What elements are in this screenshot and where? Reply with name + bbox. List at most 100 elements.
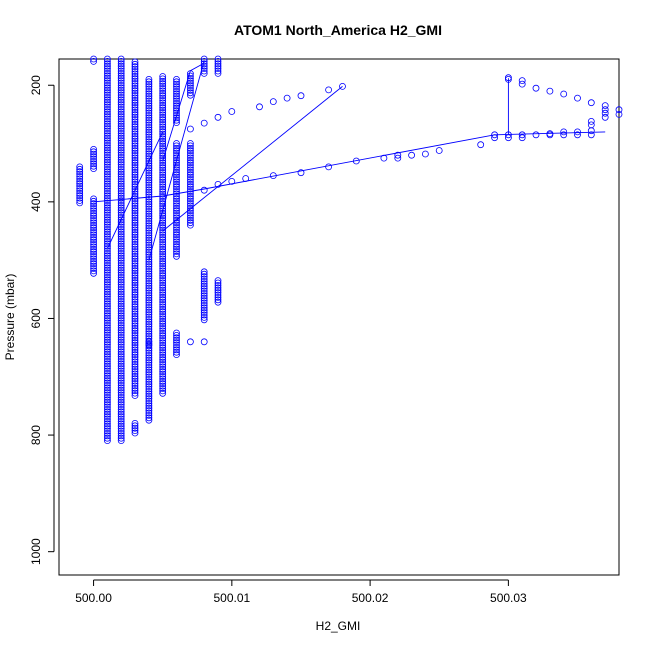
data-point	[145, 301, 153, 309]
data-point	[131, 255, 139, 263]
data-point	[145, 155, 153, 163]
data-point	[173, 221, 180, 229]
data-point	[117, 204, 125, 212]
data-point	[117, 146, 125, 154]
data-point	[518, 80, 526, 88]
data-point	[117, 94, 125, 101]
data-point	[159, 325, 167, 332]
data-point	[214, 65, 222, 72]
data-point	[104, 408, 111, 416]
data-point	[159, 272, 167, 280]
data-point	[173, 149, 180, 157]
data-point	[117, 175, 125, 183]
data-point	[186, 91, 194, 99]
data-point	[117, 338, 125, 346]
data-point	[104, 103, 111, 111]
data-point	[173, 188, 180, 195]
data-point	[131, 207, 139, 215]
data-point	[131, 274, 139, 282]
data-point	[117, 60, 125, 68]
data-point	[145, 95, 153, 102]
data-point	[145, 97, 153, 105]
data-point	[159, 154, 167, 162]
data-point	[90, 195, 97, 203]
data-point	[145, 368, 153, 376]
data-point	[173, 173, 180, 181]
data-point	[90, 248, 97, 256]
data-point	[104, 305, 111, 313]
data-point	[104, 345, 111, 353]
data-point	[214, 291, 222, 299]
data-point	[214, 58, 222, 65]
data-point	[104, 288, 111, 296]
x-tick-label: 500.03	[490, 591, 527, 605]
data-point	[173, 209, 180, 217]
data-point	[159, 363, 167, 371]
data-point	[186, 221, 194, 229]
data-point	[145, 90, 153, 98]
data-point	[186, 176, 194, 183]
data-point	[159, 73, 167, 80]
data-point	[173, 252, 180, 260]
data-point	[491, 131, 499, 139]
data-point	[131, 149, 139, 157]
data-point	[117, 218, 125, 226]
data-point	[173, 95, 180, 102]
data-point	[117, 350, 125, 358]
data-point	[131, 384, 139, 392]
data-point	[159, 226, 167, 234]
data-point	[104, 98, 111, 106]
data-point	[104, 163, 111, 171]
data-point	[435, 147, 443, 154]
data-point	[145, 306, 153, 314]
data-point	[131, 180, 139, 188]
data-point	[145, 124, 153, 131]
data-point	[159, 380, 167, 388]
data-point	[117, 343, 125, 351]
data-point	[173, 112, 180, 119]
data-point	[104, 317, 111, 325]
data-point	[159, 94, 167, 102]
data-point	[186, 216, 194, 224]
data-point	[186, 212, 194, 219]
data-point	[145, 207, 153, 215]
data-point	[145, 198, 153, 206]
data-point	[145, 119, 153, 126]
data-point	[117, 72, 125, 80]
data-point	[117, 245, 125, 253]
data-point	[159, 202, 167, 210]
data-point	[117, 401, 125, 409]
data-point	[117, 209, 125, 217]
data-point	[131, 99, 139, 107]
data-point	[104, 362, 111, 370]
data-point	[159, 87, 167, 95]
data-point	[131, 87, 139, 95]
data-point	[145, 332, 153, 340]
data-point	[173, 102, 180, 110]
data-point	[145, 251, 153, 259]
data-point	[117, 149, 125, 157]
data-point	[186, 152, 194, 159]
data-point	[173, 152, 180, 159]
data-point	[601, 109, 609, 117]
data-point	[145, 229, 153, 237]
data-point	[104, 177, 111, 185]
data-point	[145, 188, 153, 196]
data-point	[104, 425, 111, 433]
data-point	[173, 114, 180, 122]
data-point	[117, 420, 125, 428]
data-point	[104, 158, 111, 166]
data-point	[131, 101, 139, 109]
data-point	[159, 205, 167, 212]
data-point	[131, 339, 139, 347]
data-point	[117, 65, 125, 72]
data-point	[145, 378, 153, 386]
data-point	[117, 360, 125, 368]
data-point	[131, 159, 139, 167]
data-point	[117, 415, 125, 423]
data-point	[131, 219, 139, 227]
data-point	[131, 77, 139, 85]
data-point	[117, 156, 125, 164]
data-point	[104, 314, 111, 322]
data-point	[159, 375, 167, 383]
